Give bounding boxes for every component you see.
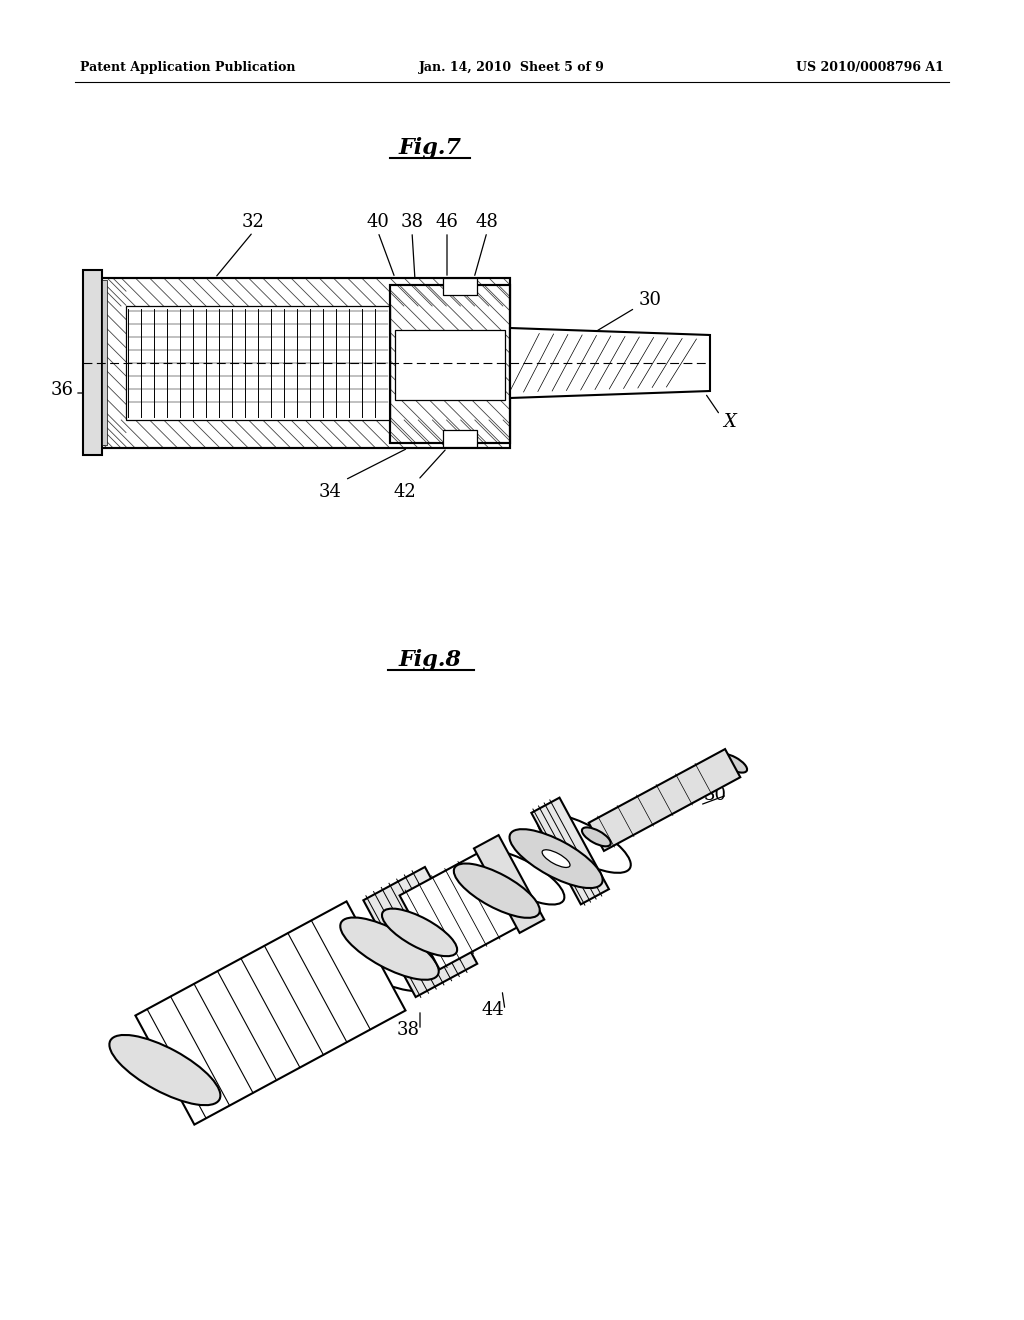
Text: Jan. 14, 2010  Sheet 5 of 9: Jan. 14, 2010 Sheet 5 of 9 — [419, 62, 605, 74]
Text: 46: 46 — [292, 975, 314, 994]
Bar — [100, 279, 510, 447]
Text: 30: 30 — [703, 785, 726, 804]
Text: 34: 34 — [318, 483, 341, 502]
Text: 32: 32 — [197, 1071, 219, 1089]
Text: 48: 48 — [528, 861, 552, 879]
Text: 40: 40 — [377, 921, 399, 939]
Text: 38: 38 — [400, 213, 424, 231]
Text: 30: 30 — [639, 290, 662, 309]
Ellipse shape — [340, 917, 438, 979]
Text: 36: 36 — [50, 381, 74, 399]
Text: 40: 40 — [367, 213, 389, 231]
Polygon shape — [399, 853, 519, 969]
Text: US 2010/0008796 A1: US 2010/0008796 A1 — [796, 62, 944, 74]
Text: Fig.8: Fig.8 — [398, 649, 462, 671]
Bar — [443, 279, 477, 294]
Text: 32: 32 — [242, 213, 264, 231]
Ellipse shape — [510, 829, 603, 888]
Polygon shape — [474, 836, 544, 933]
Polygon shape — [364, 867, 477, 997]
Ellipse shape — [321, 921, 431, 991]
Bar — [83, 271, 102, 455]
Text: 42: 42 — [393, 483, 417, 502]
Text: Patent Application Publication: Patent Application Publication — [80, 62, 296, 74]
Polygon shape — [531, 797, 609, 904]
Polygon shape — [589, 748, 740, 851]
Text: 38: 38 — [396, 1020, 420, 1039]
Bar — [390, 285, 510, 444]
Bar — [395, 330, 505, 400]
Bar — [102, 280, 106, 445]
Ellipse shape — [542, 850, 570, 867]
Ellipse shape — [582, 828, 610, 846]
Bar — [100, 279, 510, 447]
Ellipse shape — [478, 850, 564, 904]
Bar — [126, 306, 390, 420]
Text: X: X — [724, 413, 736, 432]
Polygon shape — [510, 327, 710, 399]
Text: 46: 46 — [435, 213, 459, 231]
Polygon shape — [135, 902, 406, 1125]
Text: 44: 44 — [481, 1001, 505, 1019]
Text: 48: 48 — [475, 213, 499, 231]
Ellipse shape — [538, 814, 631, 873]
Bar — [443, 430, 477, 447]
Ellipse shape — [382, 908, 457, 956]
Bar — [390, 285, 510, 444]
Ellipse shape — [454, 863, 540, 917]
Ellipse shape — [718, 754, 748, 772]
Ellipse shape — [110, 1035, 220, 1105]
Text: Fig.7: Fig.7 — [398, 137, 462, 158]
